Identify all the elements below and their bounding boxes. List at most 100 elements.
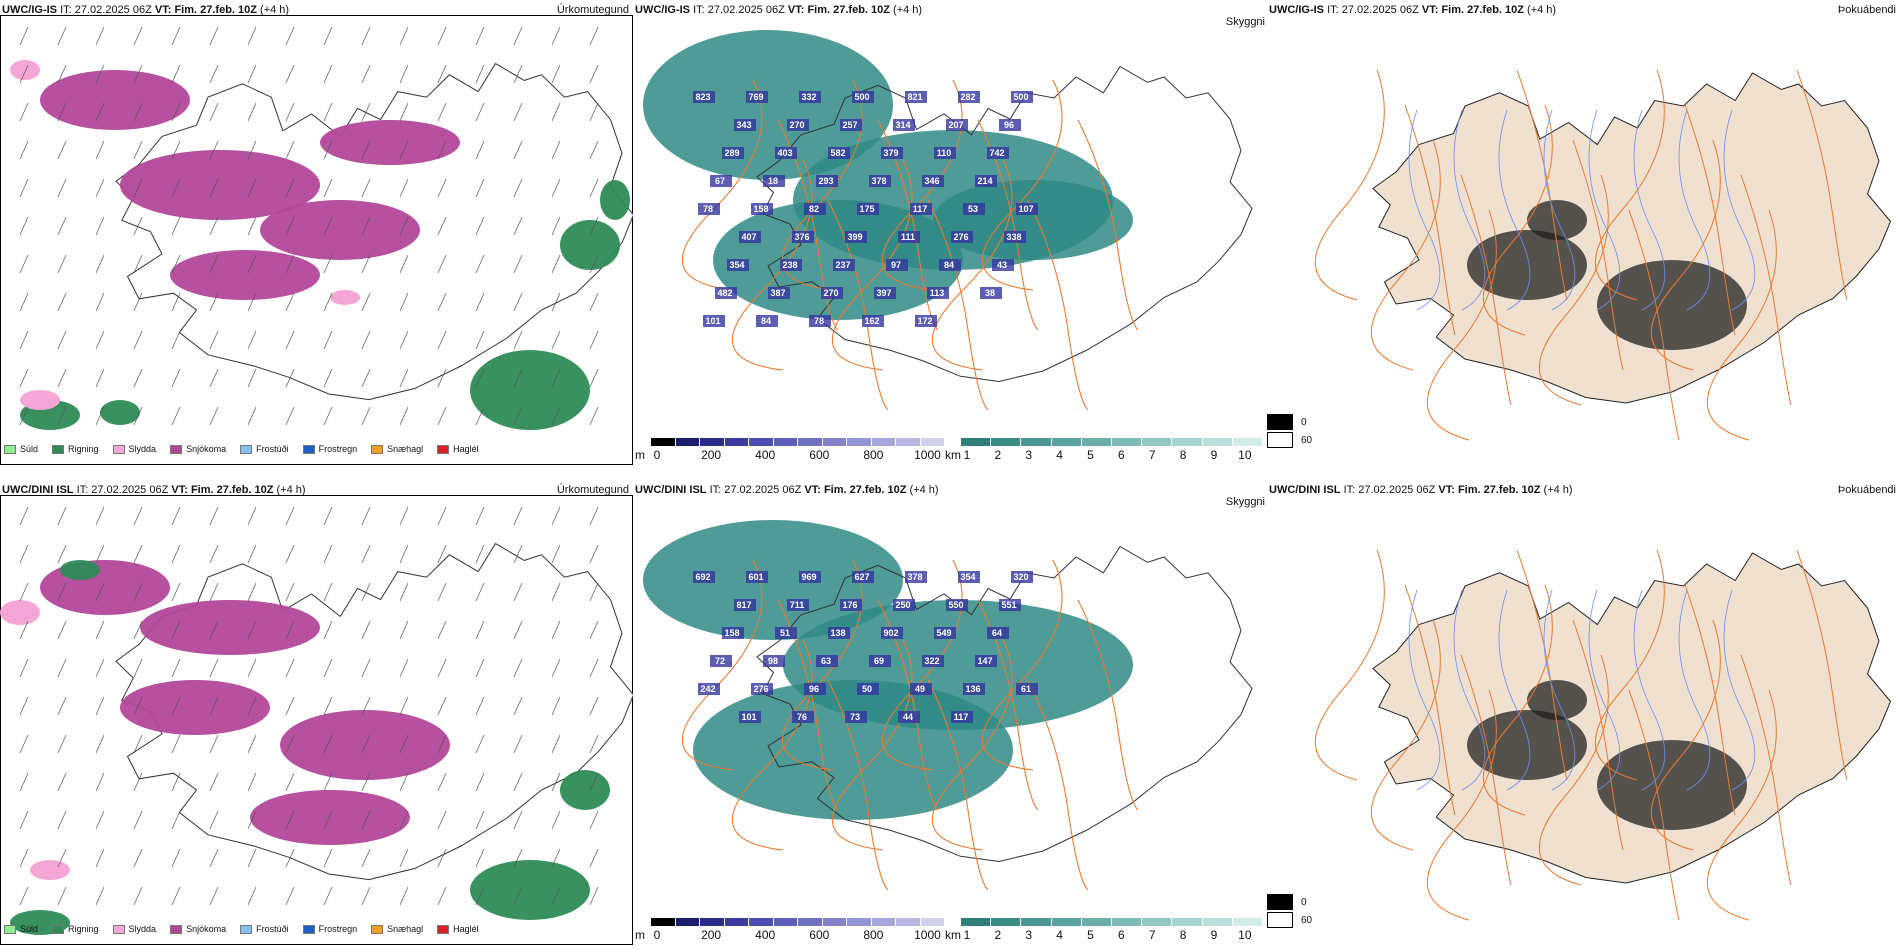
wind-barb [399, 658, 409, 678]
wind-barb [247, 658, 257, 678]
wind-barb [247, 544, 257, 564]
wind-barb [247, 64, 257, 84]
wind-barb [19, 368, 29, 388]
cloud-base-cell [746, 571, 768, 583]
snow-area [120, 150, 320, 220]
wind-barb [361, 292, 371, 312]
rain-area [470, 350, 590, 430]
wind-barb [551, 178, 561, 198]
wind-barb [399, 254, 409, 274]
legend-label: Rigning [68, 444, 99, 454]
wind-barb [589, 734, 599, 754]
wind-barb [361, 696, 371, 716]
cloud-base-cell [828, 147, 850, 159]
legend-label: Rigning [68, 924, 99, 934]
wind-barb [475, 886, 485, 906]
wind-barb [513, 368, 523, 388]
legend-item: Rigning [52, 444, 99, 454]
cloud-base-cell [775, 627, 797, 639]
fog-title: Þokuábendi [1837, 4, 1896, 16]
cloud-base-cell [946, 119, 968, 131]
wind-barb [323, 544, 333, 564]
cloud-base-cell [910, 683, 932, 695]
rain-area [100, 400, 140, 425]
scale-cell [1172, 438, 1203, 446]
road [931, 159, 1013, 371]
wind-barb [57, 178, 67, 198]
wind-barb [57, 406, 67, 426]
scale-cell [896, 438, 921, 446]
cloud-base-label: 378 [871, 176, 886, 186]
wind-barb [589, 216, 599, 236]
wind-barb [133, 620, 143, 640]
wind-barb [19, 544, 29, 564]
wind-barb [475, 368, 485, 388]
cloud-base-label: 378 [907, 572, 922, 582]
wind-barb [171, 216, 181, 236]
scale-cell [773, 438, 798, 446]
cloud-base-label: 769 [748, 92, 763, 102]
cloud-base-label: 76 [797, 712, 807, 722]
wind-barb [133, 406, 143, 426]
cloud-base-cell [799, 571, 821, 583]
scale-tick-label: 6 [1118, 928, 1125, 942]
cloud-base-label: 289 [724, 148, 739, 158]
wind-barb [361, 26, 371, 46]
wind-barb [171, 620, 181, 640]
scale-cell [871, 918, 896, 926]
wind-barb [437, 886, 447, 906]
scale-cell [1142, 438, 1173, 446]
legend-label: Frostúði [256, 444, 289, 454]
wind-barb [399, 886, 409, 906]
wind-barb [95, 848, 105, 868]
cloud-base-cell [768, 287, 790, 299]
rain-area [560, 220, 620, 270]
wind-barb [209, 544, 219, 564]
legend-swatch [170, 924, 183, 934]
wind-barb [171, 810, 181, 830]
wind-barb [361, 848, 371, 868]
scale-cell [847, 918, 872, 926]
vt-value: Fim. 27.feb. 10Z [190, 484, 274, 496]
wind-barb [361, 140, 371, 160]
wind-barb [513, 64, 523, 84]
cloud-base-label: 549 [936, 628, 951, 638]
cloud-base-cell [852, 571, 874, 583]
scale-cell [1051, 918, 1082, 926]
wind-barb [361, 406, 371, 426]
wind-barb [247, 582, 257, 602]
cloud-base-label: 250 [895, 600, 910, 610]
wind-barb [209, 848, 219, 868]
model-name: UWC/IG-IS [1269, 4, 1324, 16]
wind-barb [171, 772, 181, 792]
scale-tick-label: 8 [1179, 928, 1187, 942]
visibility-panel-bottom: UWC/DINI ISL IT: 27.02.2025 06Z VT: Fim.… [633, 480, 1267, 950]
scale-unit: m [635, 928, 645, 942]
scale-ticks: 1 2 3 4 5 6 7 8 9 10 [961, 926, 1263, 942]
wind-barb [589, 506, 599, 526]
wind-barb [57, 26, 67, 46]
scale-cell [871, 438, 896, 446]
legend-swatch [4, 444, 16, 454]
wind-barb [513, 140, 523, 160]
cloud-base-label: 53 [968, 204, 978, 214]
scale-cell [1051, 438, 1082, 446]
scale-cell [749, 918, 774, 926]
cloud-base-label: 276 [753, 684, 768, 694]
fog-area [1467, 230, 1587, 300]
cloud-base-cell [751, 203, 773, 215]
legend-label: Súld [20, 444, 39, 454]
wind-barb [437, 772, 447, 792]
legend-swatch [52, 444, 65, 454]
wind-barb [323, 620, 333, 640]
wind-barb [323, 254, 333, 274]
cloud-base-label: 500 [1013, 92, 1028, 102]
wind-barb [551, 620, 561, 640]
wind-barb [171, 696, 181, 716]
scale-tick-label: 9 [1210, 448, 1218, 462]
cloud-base-cell [845, 711, 867, 723]
scale-cell [1111, 438, 1143, 446]
cloud-base-label: 172 [917, 316, 932, 326]
cloud-base-label: 98 [768, 656, 778, 666]
wind-barb [399, 330, 409, 350]
